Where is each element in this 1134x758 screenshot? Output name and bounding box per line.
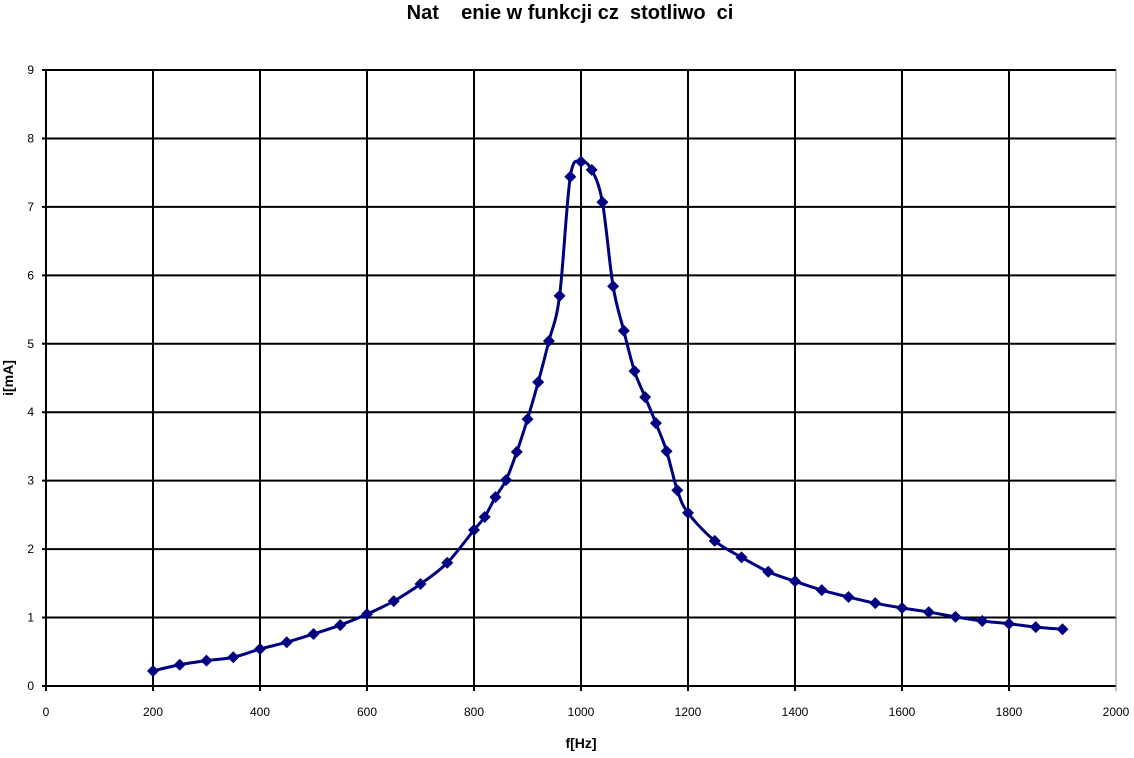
data-point: [1029, 621, 1042, 634]
x-tick-label: 1400: [782, 705, 809, 719]
x-tick-label: 2000: [1103, 705, 1130, 719]
data-point: [585, 163, 598, 176]
data-point: [200, 654, 213, 667]
data-point: [489, 491, 502, 504]
data-point: [789, 575, 801, 588]
x-tick-label: 200: [143, 705, 163, 719]
x-tick-label: 400: [250, 705, 270, 719]
data-point: [596, 196, 609, 209]
y-tick-label: 5: [27, 337, 34, 351]
grid: [42, 69, 1117, 691]
data-point: [628, 365, 641, 378]
data-point: [762, 565, 775, 578]
x-tick-label: 1000: [568, 705, 595, 719]
y-tick-label: 7: [27, 200, 34, 214]
y-tick-label: 3: [27, 474, 34, 488]
x-tick-label: 800: [464, 705, 484, 719]
data-point: [387, 595, 400, 608]
data-point: [922, 606, 935, 619]
data-point: [639, 391, 652, 404]
data-point: [949, 610, 962, 623]
x-tick-label: 1200: [675, 705, 702, 719]
data-point: [815, 584, 828, 597]
data-point: [976, 614, 989, 627]
data-point: [735, 551, 748, 564]
data-point: [334, 619, 347, 632]
x-tick-label: 0: [43, 705, 50, 719]
data-point: [307, 627, 320, 640]
data-point: [478, 510, 491, 523]
data-point: [280, 636, 293, 649]
y-tick-label: 6: [27, 268, 34, 282]
data-point: [542, 335, 555, 348]
data-point: [564, 170, 577, 183]
data-point: [173, 658, 186, 671]
x-tick-label: 600: [357, 705, 377, 719]
data-point: [842, 591, 855, 604]
data-point: [361, 608, 373, 621]
y-tick-label: 8: [27, 131, 34, 145]
data-point: [521, 413, 534, 426]
data-point: [649, 417, 662, 430]
data-point: [708, 534, 721, 547]
x-tick-label: 1800: [996, 705, 1023, 719]
x-axis-label: f[Hz]: [565, 735, 596, 751]
y-tick-label: 1: [27, 611, 34, 625]
data-point: [1003, 617, 1015, 630]
y-tick-label: 2: [27, 542, 34, 556]
y-tick-label: 4: [27, 405, 34, 419]
data-point: [896, 601, 908, 614]
data-point: [682, 506, 694, 519]
data-point: [671, 484, 684, 497]
data-point: [414, 578, 427, 591]
data-point: [468, 523, 480, 536]
x-tick-label: 1600: [889, 705, 916, 719]
data-point: [254, 643, 266, 656]
y-tick-label: 9: [27, 63, 34, 77]
y-tick-label: 0: [27, 679, 34, 693]
data-point: [227, 651, 240, 664]
series: [147, 155, 1069, 677]
data-point: [607, 280, 620, 293]
data-point: [553, 289, 566, 302]
data-point: [617, 324, 630, 337]
data-point: [147, 664, 159, 677]
data-point: [575, 155, 587, 168]
data-point: [441, 556, 454, 569]
data-point: [869, 597, 882, 610]
series-line: [152, 159, 1063, 673]
chart-title: Nat enie w funkcji cz stotliwo ci: [407, 2, 734, 24]
data-point: [500, 473, 513, 486]
y-axis-label: i[mA]: [0, 360, 16, 396]
data-point: [1056, 623, 1069, 636]
x-axis: 0 200 400 600 800 1000 1200 1400 1600 1800 2000: [43, 705, 1130, 719]
data-point: [660, 445, 673, 458]
data-point: [510, 445, 523, 458]
y-axis: 0 1 2 3 4 5 6 7 8 9: [27, 63, 34, 693]
data-point: [532, 376, 545, 389]
